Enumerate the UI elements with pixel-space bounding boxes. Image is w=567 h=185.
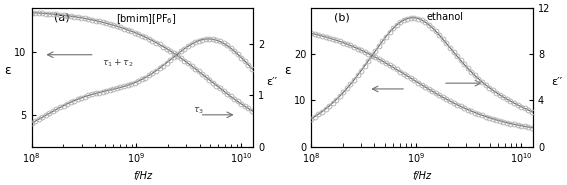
X-axis label: f/Hz: f/Hz [413, 171, 432, 181]
Text: $\tau_3$: $\tau_3$ [193, 105, 204, 116]
Y-axis label: ε: ε [4, 64, 11, 77]
Text: (a): (a) [54, 12, 69, 22]
Text: [bmim][PF$_6$]: [bmim][PF$_6$] [116, 12, 176, 26]
Text: (b): (b) [333, 12, 349, 22]
Text: ethanol: ethanol [426, 12, 464, 22]
X-axis label: f/Hz: f/Hz [133, 171, 152, 181]
Y-axis label: ε: ε [284, 64, 290, 77]
Text: $\tau_1+\tau_2$: $\tau_1+\tau_2$ [103, 58, 134, 69]
Y-axis label: ε′′: ε′′ [266, 77, 277, 87]
Y-axis label: ε′′: ε′′ [552, 77, 563, 87]
